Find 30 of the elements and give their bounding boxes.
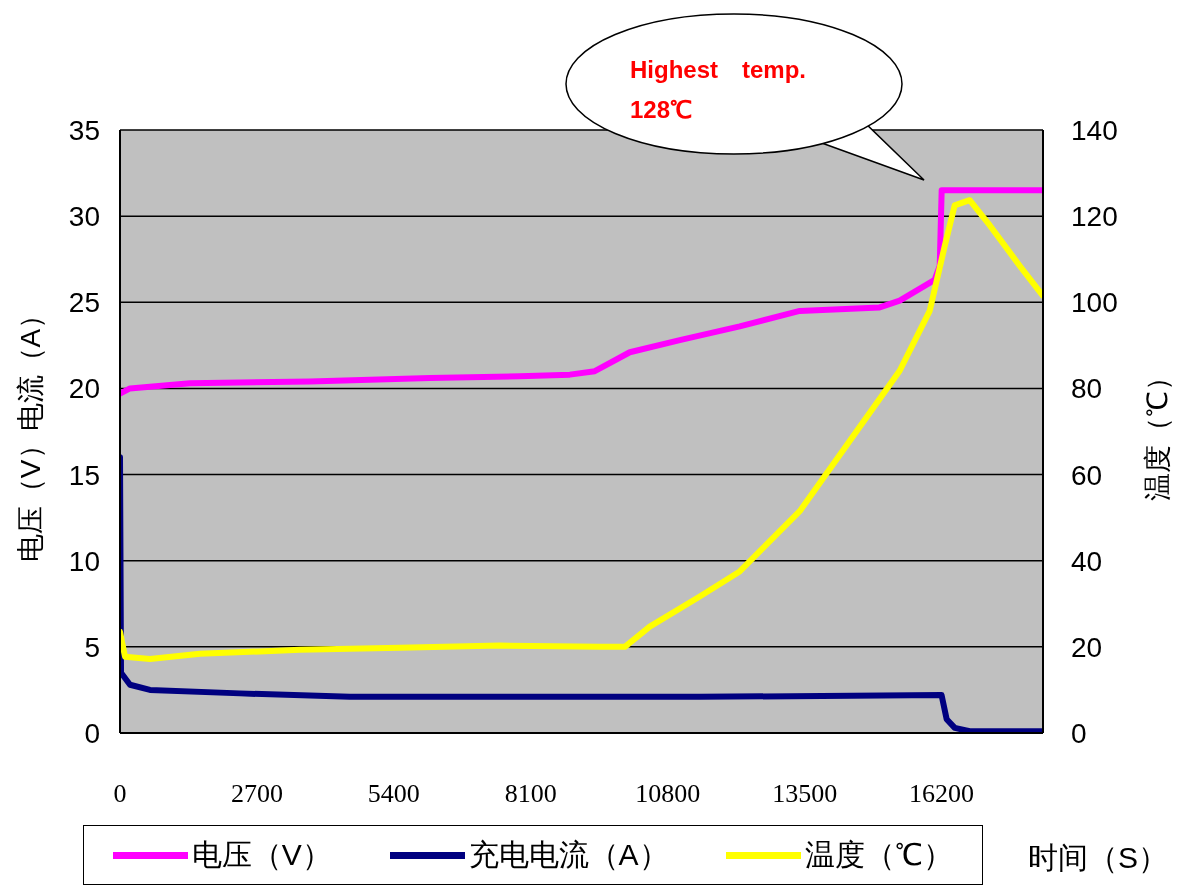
- y2-tick-label: 60: [1071, 459, 1103, 491]
- y2-axis-title: 温度（℃）: [1141, 362, 1173, 501]
- legend-label: 温度（℃）: [805, 836, 954, 873]
- y-tick-label: 15: [68, 459, 100, 491]
- y-tick-label: 0: [84, 717, 100, 749]
- legend-label: 充电电流（A）: [468, 836, 669, 873]
- y2-tick-label: 20: [1071, 631, 1103, 663]
- y2-tick-label: 80: [1071, 373, 1103, 405]
- y-tick-label: 10: [68, 545, 100, 577]
- text: Highest temp. 128℃: [630, 55, 807, 125]
- y-tick-label: 30: [68, 201, 100, 233]
- y-tick-label: 25: [68, 287, 100, 319]
- y-axis-title: 电压（V）电流（A）: [14, 300, 46, 563]
- x-tick-label: 10800: [635, 779, 701, 809]
- x-tick-label: 0: [113, 779, 127, 809]
- y2-tick-label: 100: [1071, 287, 1118, 319]
- y2-tick-label: 120: [1071, 201, 1118, 233]
- y2-tick-label: 140: [1071, 114, 1118, 146]
- y-tick-label: 20: [68, 373, 100, 405]
- x-tick-label: 16200: [909, 779, 975, 809]
- x-tick-label: 8100: [504, 779, 557, 809]
- y-tick-label: 35: [68, 114, 100, 146]
- x-axis-title: 时间（S）: [1028, 840, 1169, 876]
- y-tick-label: 5: [84, 631, 100, 663]
- x-tick-label: 2700: [230, 779, 283, 809]
- y2-tick-label: 0: [1071, 717, 1087, 749]
- legend-label: 电压（V）: [191, 836, 332, 873]
- y2-tick-label: 40: [1071, 545, 1103, 577]
- x-tick-label: 5400: [367, 779, 420, 809]
- x-tick-label: 13500: [772, 779, 838, 809]
